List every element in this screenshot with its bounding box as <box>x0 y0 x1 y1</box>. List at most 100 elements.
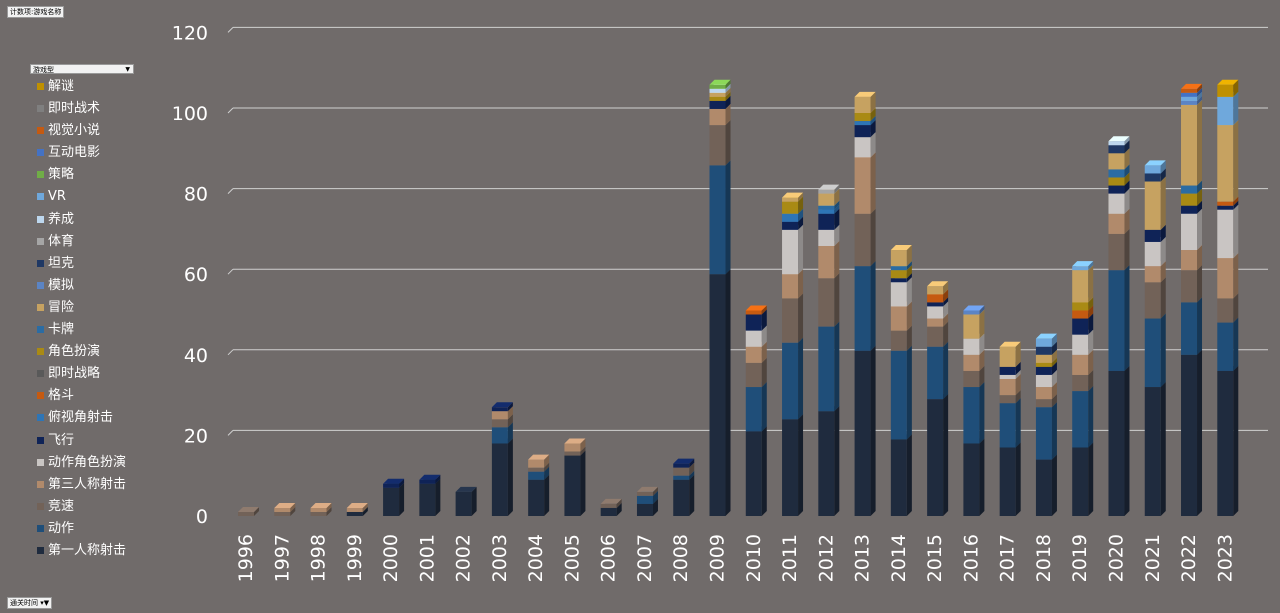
dropdown-arrow-icon[interactable]: ▼ <box>125 66 130 73</box>
bar-segment-side <box>834 200 840 210</box>
bar-segment <box>818 245 835 279</box>
bar-segment-side <box>1197 95 1203 105</box>
bar-segment <box>818 189 835 194</box>
bar-segment <box>782 419 799 516</box>
bar-segment-side <box>1197 99 1203 186</box>
bar-segment <box>1108 169 1125 178</box>
bar-segment <box>890 282 907 307</box>
legend-field-dropdown[interactable]: 游戏型 ▼ <box>30 64 134 74</box>
bar-segment <box>745 310 762 315</box>
pivot-value-field-button[interactable]: 计数项:游戏名称 <box>7 6 65 18</box>
bar-segment-side <box>1015 369 1021 379</box>
bar-segment-side <box>1088 329 1094 355</box>
bar-segment <box>1217 322 1234 371</box>
y-tick-label: 120 <box>172 22 208 44</box>
bar-segment <box>310 507 327 512</box>
bar-segment-side <box>798 192 804 202</box>
bar-segment-side <box>1088 386 1094 448</box>
bar-segment-side <box>689 474 695 516</box>
bar-segment <box>999 403 1016 448</box>
bar-segment <box>1108 177 1125 186</box>
bar-segment-side <box>362 506 368 516</box>
bar-segment <box>1217 84 1234 97</box>
legend-swatch <box>37 348 44 356</box>
bar-segment-side <box>943 289 949 303</box>
bar-segment-top <box>1035 333 1057 339</box>
bar-segment <box>999 378 1016 396</box>
x-tick-label: 2002 <box>453 534 475 582</box>
bar-segment-side <box>1197 245 1203 271</box>
bar-segment <box>854 157 871 214</box>
bar-segment-side <box>979 333 985 355</box>
bar-segment <box>890 330 907 351</box>
bar-segment-side <box>1124 228 1130 271</box>
bar-segment-side <box>1233 200 1239 210</box>
bar-segment-side <box>798 269 804 299</box>
bar-segment-side <box>1233 253 1239 299</box>
y-tick-label: 60 <box>184 264 208 286</box>
bar-segment-side <box>761 325 767 347</box>
bar-segment <box>1072 447 1089 516</box>
x-tick-label: 2020 <box>1105 534 1127 582</box>
bar-segment <box>854 137 871 158</box>
bar-segment <box>1108 145 1125 154</box>
bar-segment-side <box>1124 180 1130 194</box>
bar-segment-side <box>1124 265 1130 371</box>
bar-segment <box>528 479 545 516</box>
bar-segment <box>709 125 726 166</box>
pivot-axis-field-button[interactable]: 通关时间 ▾▼ <box>7 597 53 609</box>
bar-segment-side <box>689 458 695 468</box>
bar-segment <box>1144 173 1161 182</box>
bar-segment <box>1144 282 1161 319</box>
bar-segment-side <box>761 426 767 516</box>
bar-segment-side <box>1197 188 1203 206</box>
bar-segment-side <box>906 273 912 283</box>
bar-segment-side <box>1197 349 1203 516</box>
bar-segment <box>818 209 835 214</box>
bar-segment <box>491 411 508 420</box>
bar-segment-top <box>854 91 876 97</box>
gridline-depth <box>227 27 234 33</box>
x-tick-label: 2001 <box>416 534 438 582</box>
bar-segment <box>927 326 944 347</box>
bar-segment <box>890 266 907 271</box>
bar-segment-side <box>834 321 840 412</box>
bar-segment-side <box>725 79 731 89</box>
bar-segment-top <box>528 454 550 460</box>
bar-segment-side <box>798 216 804 230</box>
bar-segment <box>673 463 690 468</box>
bar-segment <box>818 193 835 206</box>
legend-label: 动作 <box>48 520 75 536</box>
axis-field-label: 通关时间 <box>10 599 38 607</box>
bar-segment-side <box>725 120 731 166</box>
x-tick-label: 2021 <box>1142 534 1164 582</box>
bar-segment-side <box>870 116 876 126</box>
bar-segment <box>745 362 762 388</box>
bar-segment <box>709 100 726 109</box>
bar-segment-side <box>798 224 804 275</box>
bar-segment-side <box>798 208 804 222</box>
bar-segment-side <box>1088 261 1094 271</box>
bar-segment-top <box>600 498 622 504</box>
bar-segment-side <box>834 184 840 194</box>
bar-segment-side <box>689 462 695 476</box>
gridline-depth <box>227 349 234 356</box>
bar-segment <box>890 278 907 283</box>
legend-label: 格斗 <box>48 388 75 404</box>
legend-swatch <box>37 215 44 223</box>
bar-segment-side <box>544 466 550 480</box>
bar-segment <box>927 286 944 295</box>
filter-icon[interactable]: ▾▼ <box>40 599 50 607</box>
bar-segment <box>999 346 1016 367</box>
bar-segment <box>600 503 617 508</box>
legend-label: 体育 <box>48 233 75 249</box>
bar-segment-side <box>1015 442 1021 516</box>
bar-segment <box>1181 100 1198 105</box>
gridline-depth <box>227 188 234 194</box>
y-tick-label: 100 <box>172 103 208 125</box>
bar-segment-side <box>906 325 912 351</box>
bar-segment <box>1217 96 1234 126</box>
x-tick-label: 1999 <box>344 534 366 582</box>
legend-label: 模拟 <box>48 277 75 293</box>
bar-segment-top <box>1108 136 1130 142</box>
